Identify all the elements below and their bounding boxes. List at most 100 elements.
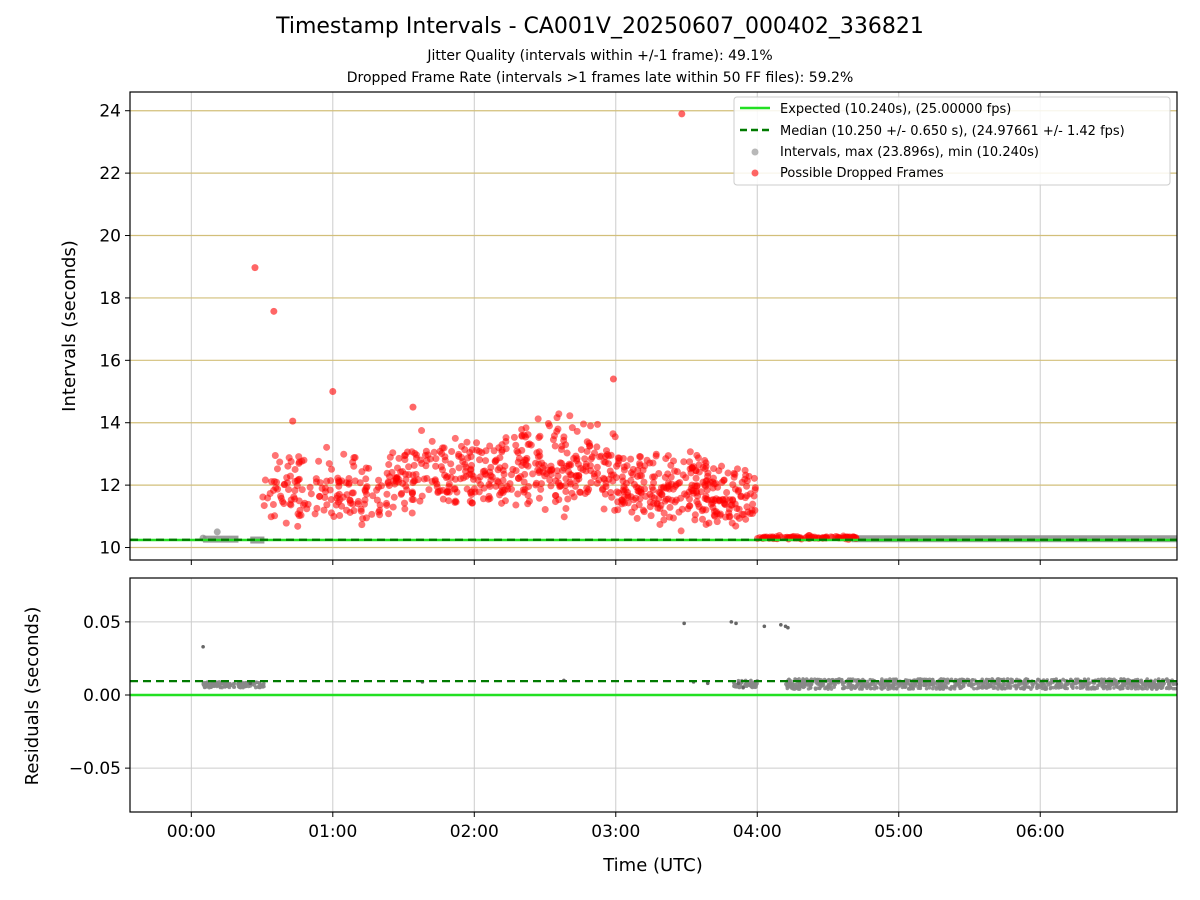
dropped-frame-point	[566, 471, 574, 479]
residual-point	[868, 682, 873, 687]
residual-point	[1150, 687, 1154, 691]
residual-point	[228, 683, 233, 687]
dropped-frame-point	[350, 507, 358, 515]
dropped-frame-point	[741, 494, 749, 502]
dropped-frame-point	[523, 454, 531, 462]
dropped-frame-point	[723, 489, 731, 497]
dropped-frame-point	[725, 505, 733, 513]
dropped-frame-point	[570, 493, 578, 501]
dropped-frame-point	[439, 466, 447, 474]
dropped-frame-point	[671, 467, 679, 475]
residual-point	[797, 687, 802, 691]
legend-median-label: Median (10.250 +/- 0.650 s), (24.97661 +…	[780, 124, 1125, 139]
residual-point	[232, 685, 237, 689]
dropped-frame-point	[544, 419, 552, 427]
dropped-frame-point	[600, 458, 608, 466]
dropped-frame-point	[351, 477, 359, 485]
dropped-frame-point	[499, 488, 507, 496]
chart-subtitle-dropped: Dropped Frame Rate (intervals >1 frames …	[346, 70, 854, 86]
dropped-frame-point	[750, 492, 758, 500]
dropped-frame-point	[284, 462, 292, 470]
dropped-frame-point	[385, 461, 393, 469]
dropped-frame-point	[593, 479, 601, 487]
dropped-frame-point	[455, 452, 463, 460]
residual-point	[1030, 682, 1034, 686]
dropped-frame-point	[686, 458, 694, 466]
residual-point	[1139, 680, 1144, 685]
dropped-frame-point	[558, 466, 566, 474]
residual-point	[984, 677, 989, 682]
dropped-frame-point	[535, 494, 543, 502]
dropped-frame-point	[382, 499, 390, 507]
dropped-frame-point	[636, 460, 644, 468]
dropped-frame-point	[614, 506, 622, 514]
dropped-frame-point	[660, 509, 668, 517]
residual-point	[224, 681, 229, 686]
dropped-frame-point	[650, 479, 658, 487]
intervals-y-tick-label: 14	[99, 414, 121, 434]
dropped-frame-point	[323, 443, 331, 451]
dropped-frame-point	[287, 501, 295, 509]
dropped-frame-point	[430, 448, 438, 456]
residual-point	[1119, 685, 1124, 689]
dropped-frame-point	[716, 511, 724, 519]
dropped-frame-point	[506, 480, 514, 488]
dropped-frame-point	[666, 513, 674, 521]
residual-point	[1110, 682, 1115, 686]
dropped-frame-point	[362, 475, 370, 483]
dropped-frame-point	[691, 511, 699, 519]
dropped-frame-point	[373, 496, 381, 504]
time-x-tick-label: 03:00	[591, 822, 640, 842]
dropped-frame-point	[327, 496, 335, 504]
dropped-frame-point	[399, 479, 407, 487]
residual-point	[939, 686, 943, 691]
dropped-frame-point	[251, 264, 259, 272]
time-x-tick-label: 06:00	[1016, 822, 1065, 842]
residual-point	[750, 684, 755, 689]
dropped-frame-point	[715, 496, 723, 504]
dropped-frame-point	[313, 504, 321, 512]
dropped-frame-point	[612, 474, 620, 482]
residual-point	[995, 681, 1000, 686]
dropped-frame-point	[383, 490, 391, 498]
dropped-frame-point	[482, 457, 490, 465]
dropped-frame-point	[602, 483, 610, 491]
dropped-frame-point	[482, 447, 490, 455]
residual-point	[899, 682, 904, 687]
dropped-frame-point	[664, 470, 672, 478]
dropped-frame-point	[445, 483, 453, 491]
dropped-frame-point	[729, 481, 737, 489]
dropped-frame-point	[585, 485, 593, 493]
residual-point	[201, 682, 206, 686]
dropped-frame-point	[577, 464, 585, 472]
dropped-frame-point	[615, 489, 623, 497]
residual-point	[1087, 681, 1091, 686]
time-x-tick-label: 05:00	[874, 822, 923, 842]
dropped-frame-point	[749, 500, 757, 508]
dropped-frame-point	[267, 513, 275, 521]
legend-expected-label: Expected (10.240s), (25.00000 fps)	[780, 102, 1011, 117]
dropped-frame-point	[751, 486, 759, 494]
dropped-frame-point	[399, 467, 407, 475]
residual-point	[1023, 679, 1028, 684]
dropped-frame-point	[635, 501, 643, 509]
time-x-axis-label: Time (UTC)	[602, 855, 703, 876]
dropped-frame-point	[338, 502, 346, 510]
dropped-frame-point	[600, 505, 608, 513]
dropped-frame-point	[748, 510, 756, 518]
dropped-frame-point	[685, 495, 693, 503]
dropped-frame-point	[463, 485, 471, 493]
intervals-y-tick-label: 24	[99, 102, 121, 122]
dropped-frame-point	[580, 420, 588, 428]
residual-point	[969, 679, 973, 684]
dropped-frame-point	[510, 433, 518, 441]
dropped-frame-point	[449, 467, 457, 475]
dropped-frame-point	[487, 463, 495, 471]
intervals-y-tick-label: 12	[99, 476, 121, 496]
dropped-frame-point	[276, 458, 284, 466]
dropped-frame-point	[443, 488, 451, 496]
dropped-frame-point	[561, 482, 569, 490]
dropped-frame-point	[620, 499, 628, 507]
dropped-frame-point	[363, 490, 371, 498]
dropped-frame-point	[298, 486, 306, 494]
